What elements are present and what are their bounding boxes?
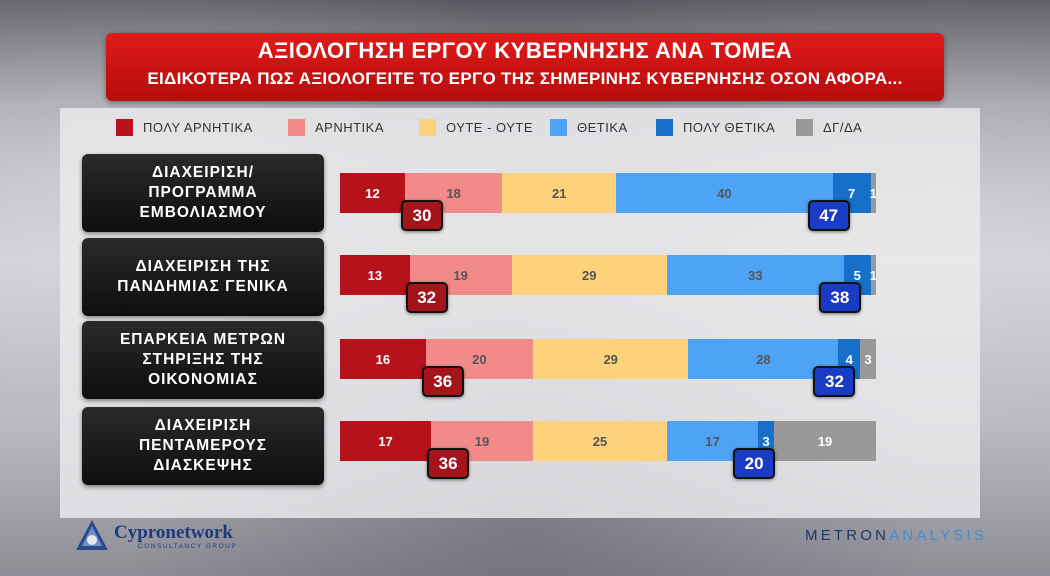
bar-value-label: 20 <box>472 351 487 367</box>
legend-label: ΠΟΛΥ ΑΡΝΗΤΙΚΑ <box>143 120 253 135</box>
bar-segment: 40 <box>616 173 833 213</box>
bar-value-label: 7 <box>848 185 856 201</box>
positive-total-badge: 20 <box>733 448 776 479</box>
bar-segment: 29 <box>511 255 667 295</box>
negative-total-badge: 36 <box>421 366 464 397</box>
legend-label: ΔΓ/ΔΑ <box>823 120 863 135</box>
legend-swatch <box>116 119 133 136</box>
bar-segment: 33 <box>666 255 844 295</box>
legend-label: ΟΥΤΕ - ΟΥΤΕ <box>446 120 534 135</box>
bar-value-label: 3 <box>864 351 872 367</box>
cypronetwork-logo: Cypronetwork CONSULTANCY GROUP <box>74 518 244 554</box>
bar-value-label: 1 <box>869 267 877 283</box>
bar-value-label: 18 <box>446 185 461 201</box>
row-label-text: ΔΙΑΧΕΙΡΙΣΗ ΤΗΣ ΠΑΝΔΗΜΙΑΣ ΓΕΝΙΚΑ <box>117 258 289 295</box>
bar-value-label: 28 <box>756 351 771 367</box>
row-label: ΕΠΑΡΚΕΙΑ ΜΕΤΡΩΝ ΣΤΗΡΙΞΗΣ ΤΗΣ ΟΙΚΟΝΟΜΙΑΣ <box>82 321 324 399</box>
bar-value-label: 16 <box>375 351 391 367</box>
negative-total-badge: 30 <box>400 200 443 231</box>
positive-total-badge: 47 <box>807 200 850 231</box>
bar-value-label: 29 <box>603 351 618 367</box>
legend-swatch <box>288 119 305 136</box>
cypronetwork-brand: Cypronetwork <box>114 522 233 543</box>
bar-segment: 1 <box>869 255 877 295</box>
bar-segment: 25 <box>532 421 667 461</box>
bar-value-label: 1 <box>869 185 877 201</box>
legend-item: ΠΟΛΥ ΘΕΤΙΚΑ <box>656 119 775 136</box>
legend-swatch <box>550 119 567 136</box>
bar-segment: 13 <box>340 255 410 295</box>
bar-segment: 21 <box>502 173 617 213</box>
legend-swatch <box>796 119 813 136</box>
bar-value-label: 21 <box>552 185 567 201</box>
bar-value-label: 19 <box>817 433 833 449</box>
bar-value-label: 17 <box>378 433 393 449</box>
bar-value-label: 17 <box>705 433 720 449</box>
bar-value-label: 29 <box>582 267 597 283</box>
metron-analysis-logo: METRONANALYSIS <box>805 527 987 544</box>
bar-segment: 16 <box>340 339 426 379</box>
analysis-text: ANALYSIS <box>889 527 988 544</box>
bar-value-label: 19 <box>453 267 468 283</box>
legend-label: ΠΟΛΥ ΘΕΤΙΚΑ <box>683 120 776 135</box>
bar-value-label: 12 <box>365 185 380 201</box>
legend-swatch <box>656 119 673 136</box>
bar-value-label: 13 <box>367 267 383 283</box>
legend-item: ΑΡΝΗΤΙΚΑ <box>288 119 384 136</box>
positive-total-badge: 32 <box>813 366 856 397</box>
negative-total-badge: 36 <box>427 448 470 479</box>
legend-item: ΔΓ/ΔΑ <box>796 119 862 136</box>
legend-item: ΘΕΤΙΚΑ <box>550 119 628 136</box>
chart-subtitle: ΕΙΔΙΚΟΤΕΡΑ ΠΩΣ ΑΞΙΟΛΟΓΕΙΤΕ ΤΟ ΕΡΓΟ ΤΗΣ Σ… <box>147 69 903 88</box>
bar-segment: 19 <box>774 421 876 461</box>
bar-value-label: 5 <box>853 267 861 283</box>
cypronetwork-emblem-icon <box>76 520 108 550</box>
row-label-text: ΔΙΑΧΕΙΡΙΣΗ/ ΠΡΟΓΡΑΜΜΑ ΕΜΒΟΛΙΑΣΜΟΥ <box>139 164 267 221</box>
row-label-text: ΔΙΑΧΕΙΡΙΣΗ ΠΕΝΤΑΜΕΡΟΥΣ ΔΙΑΣΚΕΨΗΣ <box>138 417 268 474</box>
legend: ΠΟΛΥ ΑΡΝΗΤΙΚΑ ΑΡΝΗΤΙΚΑ ΟΥΤΕ - ΟΥΤΕ ΘΕΤΙΚΑ ΠΟ… <box>116 119 946 139</box>
bar-segment: 3 <box>859 339 876 379</box>
row-label: ΔΙΑΧΕΙΡΙΣΗ ΤΗΣ ΠΑΝΔΗΜΙΑΣ ΓΕΝΙΚΑ <box>82 238 324 316</box>
legend-swatch <box>419 119 436 136</box>
bar-segment: 17 <box>340 421 432 461</box>
bar-segment: 29 <box>532 339 689 379</box>
row-label-text: ΕΠΑΡΚΕΙΑ ΜΕΤΡΩΝ ΣΤΗΡΙΞΗΣ ΤΗΣ ΟΙΚΟΝΟΜΙΑΣ <box>119 331 287 388</box>
row-label: ΔΙΑΧΕΙΡΙΣΗ/ ΠΡΟΓΡΑΜΜΑ ΕΜΒΟΛΙΑΣΜΟΥ <box>82 154 324 232</box>
row-label: ΔΙΑΧΕΙΡΙΣΗ ΠΕΝΤΑΜΕΡΟΥΣ ΔΙΑΣΚΕΨΗΣ <box>82 407 324 485</box>
bar-value-label: 25 <box>592 433 608 449</box>
bar-segment: 12 <box>340 173 405 213</box>
bar-value-label: 3 <box>762 433 770 449</box>
legend-label: ΑΡΝΗΤΙΚΑ <box>315 120 385 135</box>
legend-label: ΘΕΤΙΚΑ <box>577 120 628 135</box>
legend-item: ΟΥΤΕ - ΟΥΤΕ <box>419 119 533 136</box>
bar-segment: 1 <box>869 173 877 213</box>
bar-value-label: 40 <box>717 185 732 201</box>
bar-value-label: 4 <box>845 351 853 367</box>
chart-title: ΑΞΙΟΛΟΓΗΣΗ ΕΡΓΟΥ ΚΥΒΕΡΝΗΣΗΣ ΑΝΑ ΤΟΜΕΑ <box>257 38 793 63</box>
bar-value-label: 19 <box>474 433 490 449</box>
cypronetwork-sub: CONSULTANCY GROUP <box>138 543 238 550</box>
title-banner: ΑΞΙΟΛΟΓΗΣΗ ΕΡΓΟΥ ΚΥΒΕΡΝΗΣΗΣ ΑΝΑ ΤΟΜΕΑ ΕΙ… <box>106 33 944 101</box>
positive-total-badge: 38 <box>818 282 861 313</box>
bar-value-label: 33 <box>748 267 763 283</box>
bar-segment: 28 <box>688 339 839 379</box>
metron-text: METRON <box>805 527 890 544</box>
legend-item: ΠΟΛΥ ΑΡΝΗΤΙΚΑ <box>116 119 253 136</box>
negative-total-badge: 32 <box>405 282 448 313</box>
